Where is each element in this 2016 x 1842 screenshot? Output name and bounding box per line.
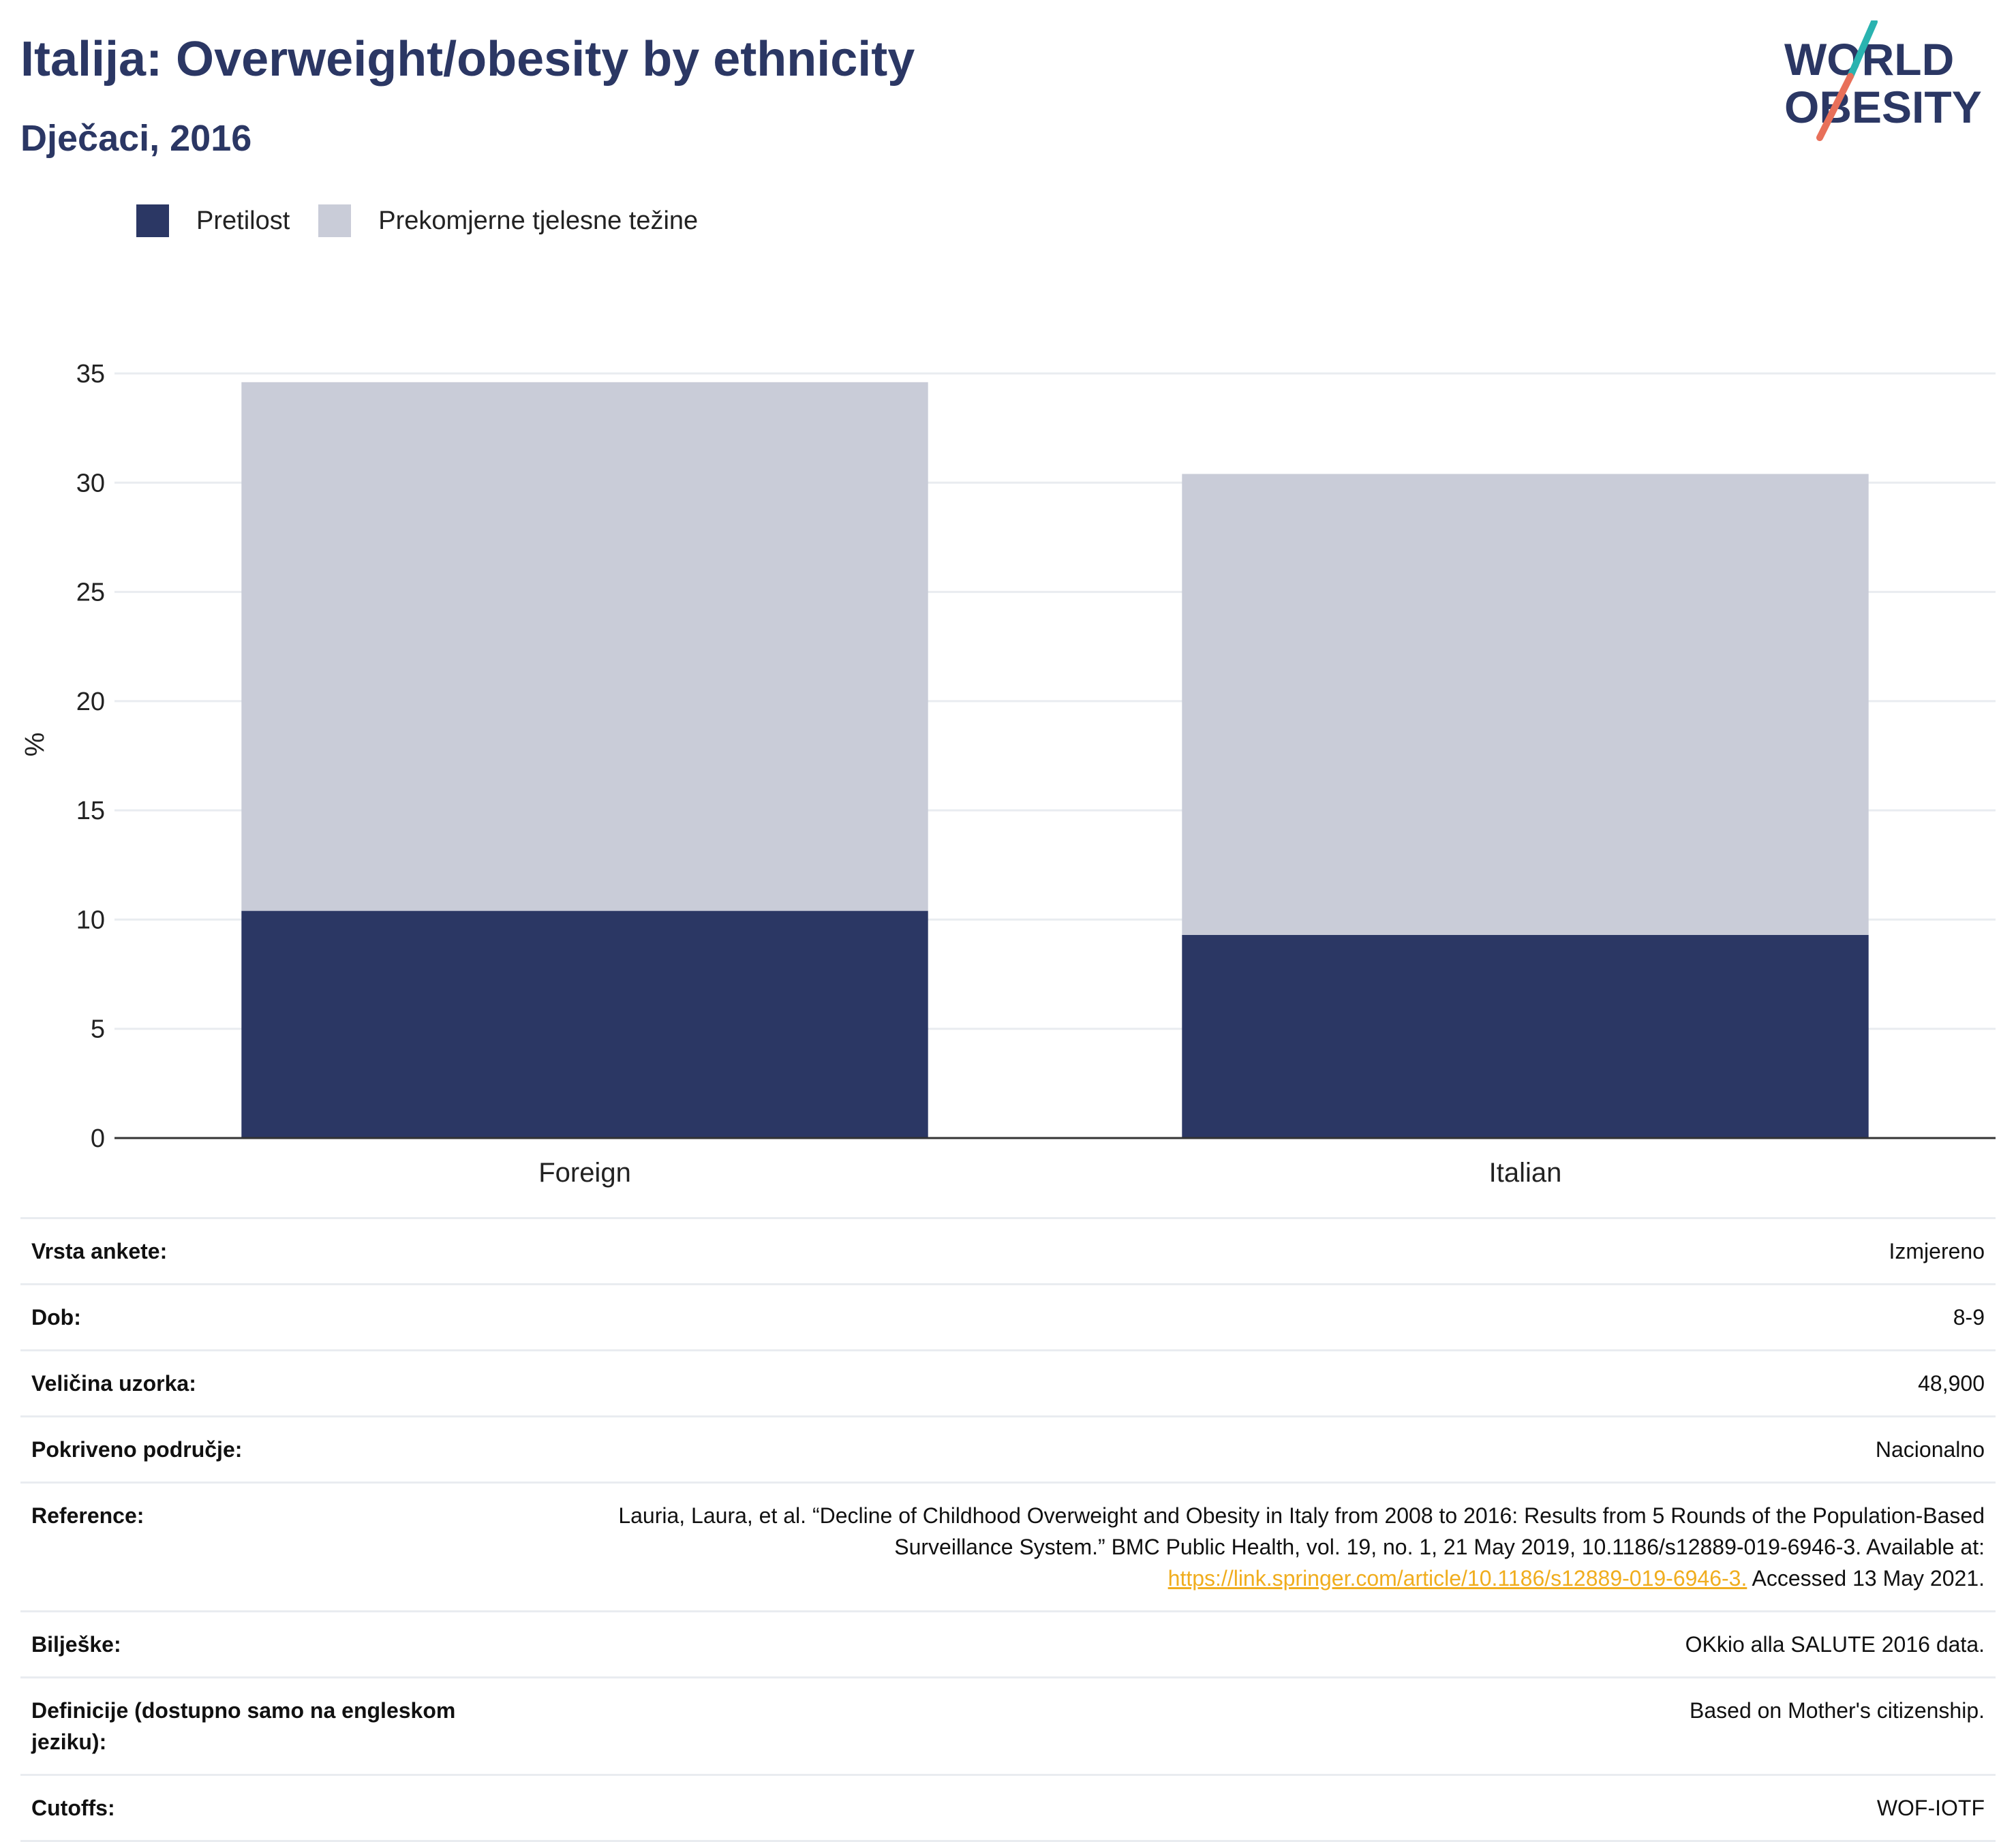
- meta-value-text: 48,900: [1918, 1371, 1985, 1396]
- meta-row: Reference: Lauria, Laura, et al. “Decline…: [20, 1482, 1996, 1610]
- y-tick-label: 20: [76, 688, 105, 716]
- y-tick-label: 15: [76, 797, 105, 825]
- meta-value: OKkio alla SALUTE 2016 data.: [1685, 1629, 1985, 1660]
- meta-label: Bilješke:: [31, 1632, 121, 1657]
- meta-row: Veličina uzorka: 48,900: [20, 1349, 1996, 1415]
- meta-label: Vrsta ankete:: [31, 1239, 168, 1263]
- legend-label-obesity: Pretilost: [196, 206, 290, 235]
- meta-value: WOF-IOTF: [1877, 1792, 1985, 1824]
- meta-row: Dob: 8-9: [20, 1283, 1996, 1349]
- meta-value-text: Lauria, Laura, et al. “Decline of Childh…: [618, 1503, 1985, 1559]
- y-tick-label: 0: [91, 1124, 105, 1153]
- chart-legend: Pretilost Prekomjerne tjelesne težine: [136, 202, 727, 240]
- logo-line1: WORLD: [1784, 34, 1954, 85]
- legend-item-overweight[interactable]: Prekomjerne tjelesne težine: [318, 204, 698, 237]
- meta-value: Nacionalno: [1876, 1434, 1985, 1465]
- meta-row: Vrsta ankete: Izmjereno: [20, 1217, 1996, 1283]
- y-tick-label: 10: [76, 906, 105, 934]
- meta-label: Definicije (dostupno samo na engleskom j…: [31, 1698, 456, 1754]
- meta-row: Definicije (dostupno samo na engleskom j…: [20, 1676, 1996, 1774]
- bar-obesity-italian: [1182, 934, 1869, 1138]
- reference-link[interactable]: https://link.springer.com/article/10.118…: [1167, 1566, 1747, 1591]
- meta-row: Cutoffs: WOF-IOTF: [20, 1774, 1996, 1842]
- bar-overweight-foreign: [241, 382, 928, 911]
- y-tick-label: 35: [76, 360, 105, 388]
- meta-value-text: Based on Mother's citizenship.: [1690, 1698, 1985, 1723]
- page-title: Italija: Overweight/obesity by ethnicity: [20, 32, 915, 87]
- survey-details-table: Vrsta ankete: Izmjereno Dob: 8-9 Veličina uz…: [20, 1217, 1996, 1842]
- logo-slash-teal-icon: [1847, 20, 1878, 80]
- bar-obesity-foreign: [241, 910, 928, 1138]
- x-tick-label: Italian: [1489, 1158, 1562, 1188]
- meta-label: Pokriveno područje:: [31, 1437, 243, 1462]
- meta-label: Veličina uzorka:: [31, 1371, 196, 1396]
- legend-item-obesity[interactable]: Pretilost: [136, 204, 290, 237]
- logo-line2: OBESITY: [1784, 82, 1982, 132]
- legend-swatch-obesity: [136, 204, 169, 237]
- meta-label: Cutoffs:: [31, 1796, 115, 1820]
- meta-value: Izmjereno: [1889, 1235, 1985, 1267]
- meta-label: Reference:: [31, 1503, 144, 1528]
- y-tick-label: 5: [91, 1015, 105, 1044]
- bar-overweight-italian: [1182, 474, 1869, 935]
- meta-row: Pokriveno područje: Nacionalno: [20, 1415, 1996, 1482]
- meta-value-text: 8-9: [1953, 1305, 1985, 1330]
- meta-value-after: Accessed 13 May 2021.: [1747, 1566, 1985, 1591]
- page-subtitle: Dječaci, 2016: [20, 118, 252, 159]
- meta-value-text: OKkio alla SALUTE 2016 data.: [1685, 1632, 1985, 1657]
- meta-value: Based on Mother's citizenship.: [1690, 1695, 1985, 1757]
- meta-value: 48,900: [1918, 1368, 1985, 1399]
- world-obesity-logo: WORLD OBESITY: [1784, 20, 1982, 141]
- legend-label-overweight: Prekomjerne tjelesne težine: [378, 206, 699, 235]
- x-tick-label: Foreign: [538, 1158, 631, 1188]
- logo-slash-coral-icon: [1816, 73, 1854, 141]
- meta-value-text: Nacionalno: [1875, 1437, 1985, 1462]
- y-tick-label: 25: [76, 579, 105, 607]
- meta-label: Dob:: [31, 1305, 81, 1330]
- meta-row: Bilješke: OKkio alla SALUTE 2016 data.: [20, 1610, 1996, 1676]
- meta-value: Lauria, Laura, et al. “Decline of Childh…: [526, 1500, 1985, 1594]
- legend-swatch-overweight: [318, 204, 352, 237]
- bar-chart: 0 5 10 15 20 25 30 35 Foreign Italian: [76, 360, 1996, 1188]
- y-axis-title: %: [20, 732, 50, 757]
- meta-value-text: WOF-IOTF: [1876, 1796, 1985, 1820]
- y-tick-label: 30: [76, 469, 105, 497]
- meta-value-text: Izmjereno: [1889, 1239, 1985, 1263]
- meta-value: 8-9: [1953, 1302, 1985, 1333]
